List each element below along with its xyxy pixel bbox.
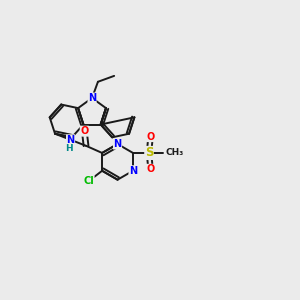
Text: N: N [129,166,137,176]
Text: S: S [145,146,153,159]
Text: CH₃: CH₃ [166,148,184,158]
Text: N: N [67,135,75,145]
Text: N: N [88,93,96,103]
Text: N: N [113,139,122,149]
Text: O: O [80,126,88,136]
Text: O: O [146,132,155,142]
Text: H: H [65,144,73,153]
Text: O: O [146,164,155,174]
Text: Cl: Cl [83,176,94,186]
